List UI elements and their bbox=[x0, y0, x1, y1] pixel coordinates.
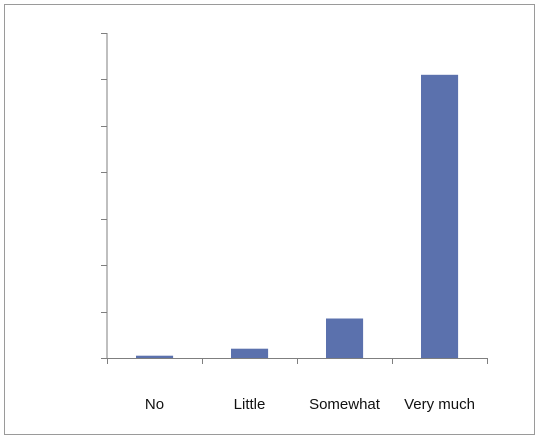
x-tick-label: Very much bbox=[404, 396, 475, 413]
category-labels: No Little Somewhat Very much bbox=[145, 396, 475, 413]
bar bbox=[231, 348, 269, 358]
bar bbox=[136, 355, 174, 358]
x-tick-label: No bbox=[145, 396, 164, 413]
bars bbox=[136, 74, 459, 359]
y-axis bbox=[101, 33, 108, 359]
x-axis bbox=[107, 358, 488, 364]
x-tick-label: Somewhat bbox=[309, 396, 381, 413]
bar bbox=[421, 74, 459, 359]
bar bbox=[326, 318, 364, 358]
x-tick-label: Little bbox=[234, 396, 266, 413]
